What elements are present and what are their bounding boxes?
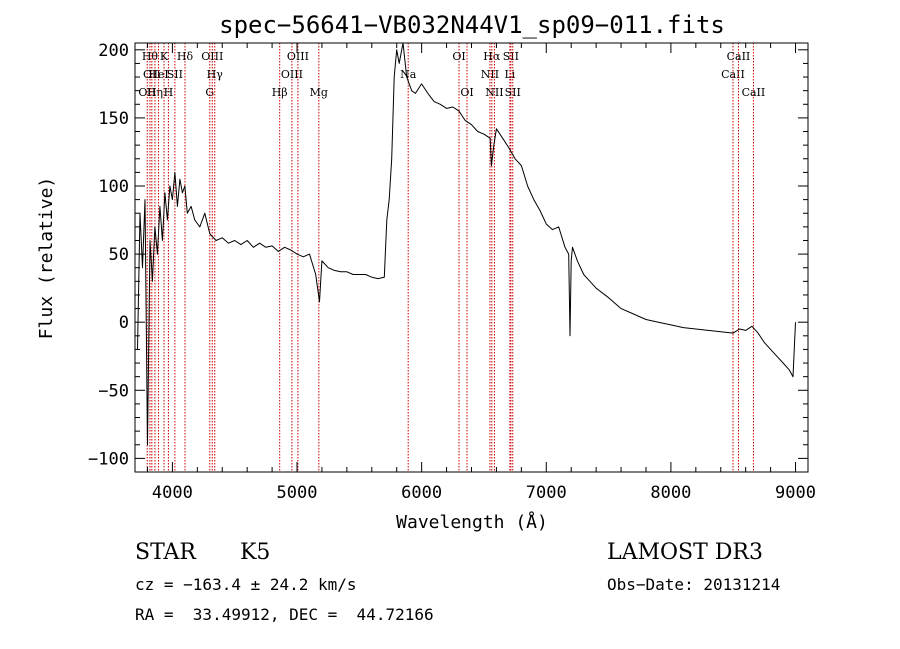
line-marker-label-9: G (205, 86, 214, 99)
line-marker-label-5: K (160, 50, 169, 63)
line-marker-label-17: OI (452, 50, 465, 63)
plot-frame (134, 42, 809, 473)
redshift-cz: cz = −163.4 ± 24.2 km/s (135, 575, 357, 594)
line-marker-label-27: CaII (742, 86, 766, 99)
line-marker-label-12: Hβ (272, 86, 288, 99)
series-line-flux (137, 42, 796, 446)
x-tick-label-1: 5000 (277, 483, 318, 503)
line-marker-label-10: OIII (201, 50, 223, 63)
y-tick-label-0: −100 (88, 449, 129, 469)
line-marker-label-7: SII (167, 68, 183, 81)
y-tick-label-4: 100 (98, 177, 129, 197)
x-tick-label-5: 9000 (775, 483, 816, 503)
x-tick-label-2: 6000 (401, 483, 442, 503)
line-marker-label-15: Mg (310, 86, 328, 99)
x-axis: 4000 5000 6000 7000 8000 9000 (146, 43, 816, 503)
chart-title: spec−56641−VB032N44V1_sp09−011.fits (219, 11, 725, 39)
y-tick-label-3: 50 (109, 245, 129, 265)
survey-name: LAMOST DR3 (607, 540, 763, 565)
line-marker-label-14: OIII (287, 50, 309, 63)
observation-date: Obs−Date: 20131214 (607, 575, 781, 594)
line-marker-label-19: NII (481, 68, 499, 81)
line-marker-label-21: NII (485, 86, 503, 99)
line-marker-label-4: HeI (148, 68, 168, 81)
y-tick-label-6: 200 (98, 41, 129, 61)
series-group (137, 42, 796, 446)
line-marker-label-6: H (164, 86, 174, 99)
x-tick-label-4: 8000 (650, 483, 691, 503)
y-axis-label: Flux (relative) (36, 177, 57, 340)
line-marker-label-3: Hη (147, 86, 163, 99)
y-tick-label-5: 150 (98, 109, 129, 129)
coordinates: RA = 33.49912, DEC = 44.72166 (135, 605, 434, 624)
line-marker-label-20: Hα (483, 50, 501, 63)
x-tick-label-0: 4000 (152, 483, 193, 503)
line-markers: OIIHθOIIHηHeIKHSIIHδGOIIIHγHβOIIIOIIIMgN… (138, 43, 765, 472)
line-marker-label-8: Hδ (177, 50, 194, 63)
line-marker-label-1: Hθ (142, 50, 159, 63)
line-marker-label-18: OI (460, 86, 473, 99)
x-axis-label: Wavelength (Å) (396, 511, 548, 533)
y-tick-label-2: 0 (119, 313, 129, 333)
line-marker-label-26: CaII (727, 50, 751, 63)
line-marker-label-22: Li (504, 68, 515, 81)
line-marker-label-25: CaII (721, 68, 745, 81)
line-marker-label-23: SII (503, 50, 519, 63)
line-marker-label-2: OII (143, 68, 161, 81)
line-marker-label-24: SII (505, 86, 521, 99)
line-marker-label-13: OIII (281, 68, 303, 81)
y-tick-label-1: −50 (98, 381, 129, 401)
object-class: STAR (135, 540, 196, 565)
line-marker-label-11: Hγ (207, 68, 224, 81)
y-axis: −100 −50 0 50 100 150 200 (88, 41, 808, 469)
object-subclass: K5 (240, 540, 271, 565)
x-tick-label-3: 7000 (526, 483, 567, 503)
line-marker-label-16: Na (400, 68, 417, 81)
